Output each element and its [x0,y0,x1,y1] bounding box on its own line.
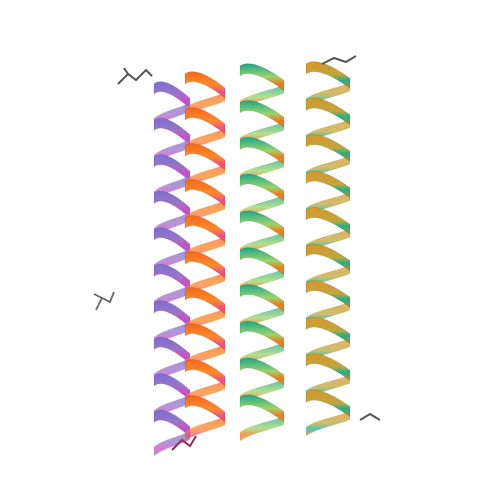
ligand-top-left [117,67,153,85]
helix-b-turn-front [184,215,226,243]
helix-a-turn-front [153,409,191,438]
helix-b-turn-front [184,359,226,387]
helix-a-turn-front [153,300,191,329]
helix-c-turn-front [239,320,285,349]
helix-d-turn-back [306,410,350,436]
helix-a-turn-front [153,373,191,402]
helix-d-turn-front [305,207,351,236]
helix-a-turn-front [153,154,191,183]
ligand-top-right [321,55,357,65]
helix-b-turn-front [184,287,226,315]
helix-c [239,63,285,441]
helix-a-turn-front [153,336,191,365]
helix-d-turn-front [305,170,351,199]
helix-b-turn-front [184,251,226,279]
helix-b-turn-front [184,143,226,171]
ligand-bottom-right [359,412,381,421]
helix-c-turn-front [239,247,285,276]
helix-c-turn-front [239,136,285,165]
helix-d-turn-front [305,353,351,382]
helix-c-turn-front [239,284,285,312]
helix-c-turn-front [239,210,285,239]
helix-a-turn-front [153,190,191,219]
helix-a-turn-front [153,263,191,292]
helix-c-turn-back [240,415,284,441]
helix-c-turn-front [239,63,285,92]
helix-b-turn-back [185,416,225,441]
helix-d-turn-front [305,97,351,126]
helix-a-turn-front [153,117,191,146]
ligand-side [93,291,115,311]
helix-d-turn-front [305,243,351,272]
helix-a-turn-front [153,227,191,256]
helix-b-turn-front [184,107,226,135]
helix-c-turn-front [239,100,285,128]
helix-c-turn-front [239,173,285,202]
helix-b-turn-front [184,179,226,207]
helix-d-turn-front [305,316,351,345]
helix-b [184,71,226,441]
helix-b-turn-front [184,395,226,423]
helix-d-turn-front [305,134,351,163]
helix-d [305,61,351,436]
helix-a-turn-back [154,430,190,456]
helix-d-turn-front [305,61,351,90]
helix-c-turn-front [239,357,285,386]
helix-b-turn-front [184,71,226,99]
helix-a-turn-front [153,81,191,110]
helix-b-turn-front [184,323,226,351]
helix-d-turn-front [305,280,351,309]
helix-d-turn-front [305,389,351,418]
helix-c-turn-front [239,394,285,423]
ligand-bottom-left [171,435,197,451]
